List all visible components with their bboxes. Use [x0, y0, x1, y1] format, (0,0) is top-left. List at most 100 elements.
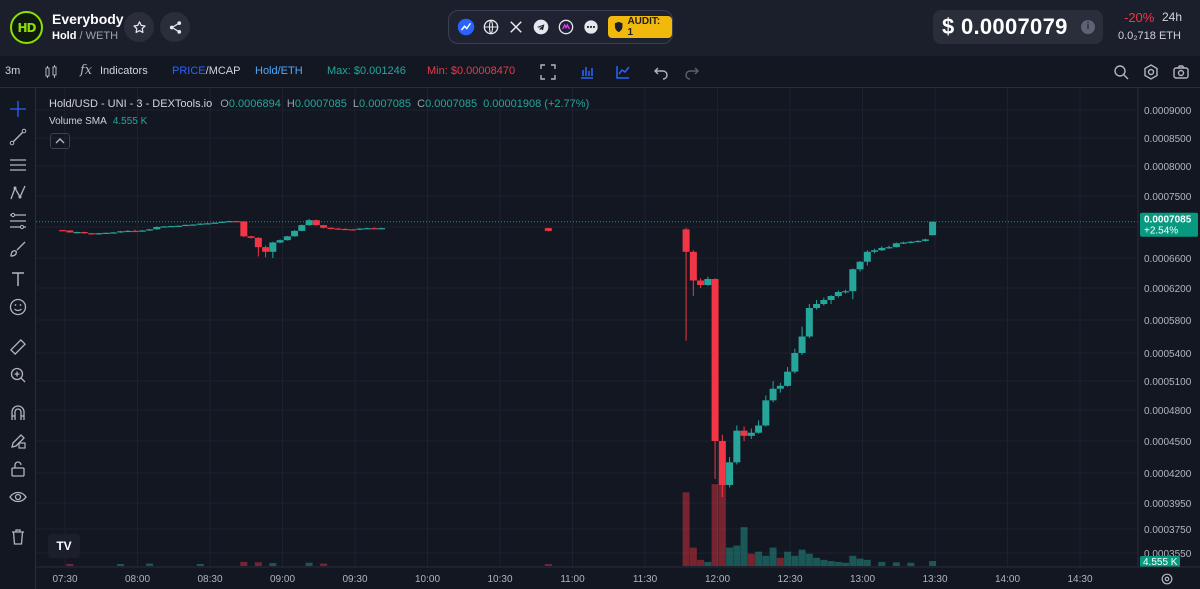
header: HD Everybody Hold / WETH AUDIT: 1	[0, 0, 1200, 56]
candle-body	[718, 441, 726, 485]
candle-body	[871, 250, 879, 252]
time-tick-label: 13:30	[922, 574, 947, 585]
time-tick-label: 11:00	[560, 574, 585, 585]
price-mcap-separator: /	[205, 65, 209, 77]
candle-body	[204, 223, 212, 225]
pair-quote-toggle[interactable]: Hold/ETH	[255, 65, 303, 77]
undo-icon[interactable]	[653, 64, 669, 80]
candle	[900, 241, 908, 245]
candle-body	[218, 221, 226, 223]
social-links-bar: AUDIT: 1	[448, 10, 673, 44]
lock-draw-tool[interactable]	[7, 430, 29, 452]
time-tick-label: 09:30	[342, 574, 367, 585]
candle-body	[798, 336, 806, 353]
bar-chart-icon[interactable]	[579, 64, 595, 80]
favorite-button[interactable]	[124, 12, 154, 42]
gear-icon[interactable]	[1143, 64, 1159, 80]
redo-icon[interactable]	[684, 64, 700, 80]
candle-body	[109, 232, 117, 234]
candle	[88, 232, 96, 235]
axis-settings-icon[interactable]	[1160, 572, 1174, 586]
eye-icon	[9, 491, 27, 503]
magnet-tool[interactable]	[7, 402, 29, 424]
candle-type-icon[interactable]	[43, 64, 59, 80]
time-tick-label: 12:00	[705, 574, 730, 585]
candle-body	[682, 229, 690, 252]
volume-bar	[305, 562, 313, 566]
indicators-button[interactable]: Indicators	[100, 65, 148, 77]
volume-bar	[784, 551, 792, 566]
price-tick-label: 0.0008000	[1144, 162, 1192, 173]
chart-background	[36, 88, 1200, 589]
tradingview-logo[interactable]: TV	[48, 534, 80, 558]
price-tick-label: 0.0005100	[1144, 377, 1192, 388]
candle	[73, 231, 81, 234]
pencil-lock-icon	[11, 434, 26, 449]
horizontal-lines-tool[interactable]	[7, 154, 29, 176]
volume-bar	[907, 562, 915, 566]
lock-tool[interactable]	[7, 458, 29, 480]
candle	[240, 221, 248, 238]
brush-tool[interactable]	[7, 238, 29, 260]
brush-icon	[10, 241, 26, 257]
camera-icon[interactable]	[1173, 64, 1189, 80]
audit-badge[interactable]: AUDIT: 1	[608, 16, 672, 38]
candle-body	[225, 221, 233, 223]
candle	[124, 230, 132, 233]
fullscreen-icon[interactable]	[540, 64, 556, 80]
candle-body	[298, 225, 306, 231]
visibility-tool[interactable]	[7, 486, 29, 508]
trend-line-tool[interactable]	[7, 126, 29, 148]
interval-selector[interactable]: 3m	[5, 65, 21, 77]
candle	[146, 228, 154, 231]
token-name[interactable]: Everybody	[52, 11, 124, 27]
volume-bar	[682, 492, 690, 566]
candle-body	[900, 242, 908, 244]
chart-toolbar: 3m fx Indicators PRICE/MCAP Hold/ETH Max…	[0, 56, 1200, 88]
candle-body	[153, 227, 161, 230]
candle	[718, 434, 726, 497]
candle-body	[291, 230, 299, 237]
fib-tool[interactable]	[7, 210, 29, 232]
info-icon[interactable]: i	[1081, 20, 1095, 34]
website-link[interactable]	[482, 17, 501, 37]
candle	[798, 326, 806, 355]
zoom-tool[interactable]	[7, 364, 29, 386]
volume-bar	[66, 563, 74, 566]
candle	[189, 224, 197, 226]
volume-bar	[863, 559, 871, 566]
candle	[791, 348, 799, 374]
candle	[283, 235, 291, 241]
volume-bar	[704, 561, 712, 566]
candle-body	[697, 280, 705, 285]
volume-value: 4.555 K	[112, 116, 148, 127]
candle	[247, 235, 255, 239]
compare-icon[interactable]	[615, 64, 631, 80]
twitter-link[interactable]	[507, 17, 526, 37]
text-tool[interactable]	[7, 268, 29, 290]
emoji-tool[interactable]	[7, 296, 29, 318]
chart-link[interactable]	[457, 17, 476, 37]
delete-tool[interactable]	[7, 526, 29, 548]
candle-body	[885, 247, 893, 249]
candle-body	[363, 228, 371, 230]
collapse-legend-button[interactable]	[50, 133, 70, 149]
crosshair-tool[interactable]	[7, 98, 29, 120]
ruler-tool[interactable]	[7, 336, 29, 358]
volume-bar	[240, 561, 248, 566]
open-value: 0.0006894	[228, 98, 281, 110]
price-tick-label: 0.0008500	[1144, 134, 1192, 145]
high-key: H	[286, 98, 295, 110]
search-icon[interactable]	[1113, 64, 1129, 80]
candle	[769, 381, 777, 403]
price-chart[interactable]: 0.0009000 0.0008500 0.0008000 0.0007500 0.00…	[36, 88, 1200, 589]
volume-bar	[776, 557, 784, 566]
price-mcap-toggle[interactable]: PRICE/MCAP	[172, 65, 240, 77]
pattern-tool[interactable]	[7, 182, 29, 204]
candle	[697, 278, 705, 288]
coin-link[interactable]	[556, 17, 575, 37]
telegram-link[interactable]	[532, 17, 551, 37]
candle-body	[747, 432, 755, 436]
share-button[interactable]	[160, 12, 190, 42]
more-button[interactable]	[581, 17, 600, 37]
